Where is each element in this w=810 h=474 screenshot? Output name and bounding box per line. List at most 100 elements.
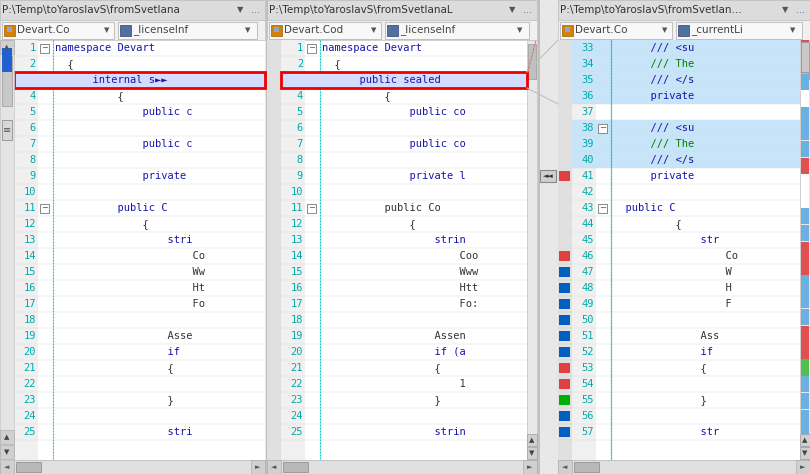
Bar — [540, 170, 556, 182]
Text: 20: 20 — [23, 347, 36, 357]
Text: 18: 18 — [23, 315, 36, 325]
Text: H: H — [613, 283, 731, 293]
Text: public c: public c — [55, 139, 193, 149]
Text: /// </s: /// </s — [613, 155, 694, 165]
Bar — [1, 331, 12, 341]
Text: 20: 20 — [291, 347, 303, 357]
Text: 39: 39 — [582, 139, 594, 149]
Bar — [1, 75, 12, 85]
Bar — [281, 72, 527, 88]
Text: ▲: ▲ — [4, 434, 10, 440]
Text: Www: Www — [322, 267, 478, 277]
Bar — [801, 40, 809, 56]
Bar — [801, 107, 809, 124]
Bar — [267, 460, 281, 474]
Bar — [283, 462, 308, 472]
Text: 14: 14 — [291, 251, 303, 261]
Bar — [598, 204, 607, 213]
Text: −: − — [308, 75, 315, 84]
Bar — [558, 460, 810, 474]
Bar — [120, 25, 131, 36]
Text: }: } — [613, 395, 707, 405]
Bar — [559, 283, 570, 293]
Text: ◄◄: ◄◄ — [543, 173, 553, 179]
Text: 2: 2 — [30, 59, 36, 69]
Text: 38: 38 — [582, 123, 594, 133]
Text: public C: public C — [55, 203, 168, 213]
Text: str: str — [613, 235, 719, 245]
Bar — [800, 447, 810, 459]
Bar — [801, 342, 809, 359]
Text: 55: 55 — [582, 395, 594, 405]
Bar — [572, 120, 800, 136]
Text: /// <su: /// <su — [613, 43, 694, 53]
Bar — [307, 44, 316, 53]
Text: 15: 15 — [23, 267, 36, 277]
Bar — [269, 22, 381, 39]
Text: ◄: ◄ — [562, 464, 568, 470]
Bar — [7, 27, 12, 32]
Bar — [4, 25, 15, 36]
Bar — [562, 25, 573, 36]
Text: namespace Devart: namespace Devart — [55, 43, 155, 53]
Text: 2: 2 — [296, 59, 303, 69]
Text: 23: 23 — [291, 395, 303, 405]
Text: −: − — [41, 203, 48, 212]
Bar — [801, 73, 809, 90]
Bar — [572, 72, 800, 88]
Text: public co: public co — [322, 139, 466, 149]
Text: 33: 33 — [582, 43, 594, 53]
Bar — [598, 124, 607, 133]
Text: private: private — [613, 171, 694, 181]
Text: ▼: ▼ — [509, 6, 515, 15]
Text: ▼: ▼ — [245, 27, 250, 33]
Text: {: { — [613, 219, 682, 229]
Text: {: { — [322, 91, 390, 101]
Text: ...: ... — [251, 5, 260, 15]
Text: {: { — [55, 219, 149, 229]
Text: 1: 1 — [322, 379, 466, 389]
Bar — [527, 447, 537, 459]
Bar — [118, 22, 257, 39]
Bar — [267, 460, 537, 474]
Bar — [801, 393, 809, 409]
Text: 17: 17 — [23, 299, 36, 309]
Text: _currentLi: _currentLi — [691, 25, 743, 36]
Text: 45: 45 — [582, 235, 594, 245]
Text: 35: 35 — [582, 75, 594, 85]
Text: {: { — [322, 219, 416, 229]
Bar — [801, 91, 809, 107]
Text: 12: 12 — [23, 219, 36, 229]
Text: 3: 3 — [296, 75, 303, 85]
Text: 19: 19 — [291, 331, 303, 341]
Text: ▲: ▲ — [4, 44, 10, 50]
Bar — [801, 376, 809, 392]
Bar — [40, 44, 49, 53]
Text: if (a: if (a — [322, 347, 466, 357]
Text: Devart.Co: Devart.Co — [17, 25, 70, 35]
Bar — [565, 27, 570, 32]
Bar — [796, 460, 810, 474]
Bar — [801, 157, 809, 174]
Text: 50: 50 — [582, 315, 594, 325]
Bar — [801, 141, 809, 157]
Text: ▼: ▼ — [371, 27, 377, 33]
Bar — [1, 251, 12, 261]
Bar — [801, 427, 809, 443]
Bar — [800, 434, 810, 446]
Text: 1: 1 — [30, 43, 36, 53]
Text: ▼: ▼ — [790, 27, 795, 33]
Bar — [559, 267, 570, 277]
Text: P:\Temp\toYaroslavS\fromSvetlanaL: P:\Temp\toYaroslavS\fromSvetlanaL — [269, 5, 453, 15]
Text: if: if — [55, 347, 180, 357]
Bar — [676, 22, 802, 39]
Text: 23: 23 — [23, 395, 36, 405]
Text: 57: 57 — [582, 427, 594, 437]
Text: /// </s: /// </s — [613, 75, 694, 85]
Bar — [0, 40, 14, 460]
Text: 36: 36 — [582, 91, 594, 101]
Text: 44: 44 — [582, 219, 594, 229]
Text: strin: strin — [322, 235, 466, 245]
Bar — [801, 410, 809, 426]
Bar — [572, 136, 800, 152]
